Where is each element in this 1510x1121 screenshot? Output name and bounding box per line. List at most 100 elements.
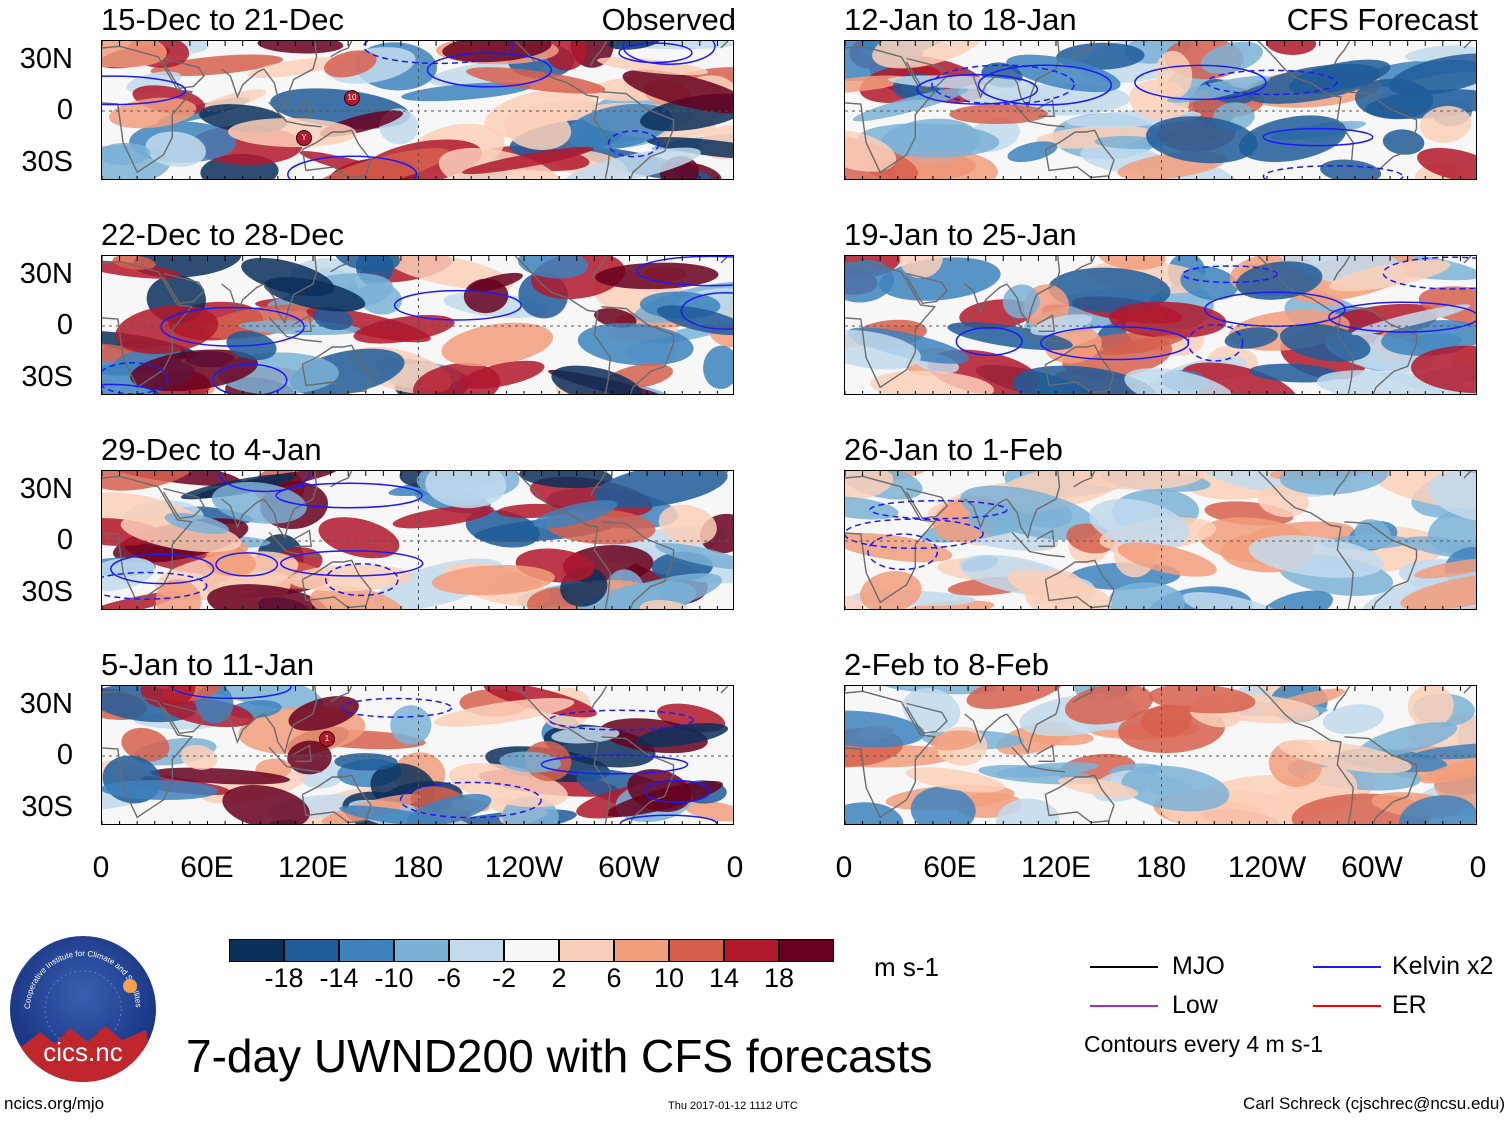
logo-text: cics.nc — [43, 1037, 123, 1067]
wind-anomaly-blob — [102, 471, 198, 491]
y-tick-30n: 30N — [19, 473, 73, 505]
y-tick-30s: 30S — [21, 791, 73, 823]
colorbar-label: -18 — [264, 963, 304, 993]
coastline — [905, 272, 948, 305]
coastline — [601, 736, 675, 824]
coastline — [330, 41, 353, 58]
cics-logo: Cooperative Institute for Climate and Sa… — [10, 936, 156, 1082]
wind-anomaly-blob — [425, 471, 507, 509]
coastline — [1333, 41, 1351, 66]
coastline — [905, 487, 948, 520]
kelvin-contour — [102, 383, 159, 394]
colorbar-label: 2 — [551, 963, 567, 993]
colorbar-label: -14 — [319, 963, 359, 993]
legend-line-kelvin — [1313, 966, 1381, 968]
wind-anomaly-blob — [1238, 115, 1347, 163]
panel-title-fc-3: 26-Jan to 1-Feb — [844, 432, 1063, 467]
storm-marker: 10 — [344, 90, 360, 106]
wind-anomaly-blob — [1400, 573, 1476, 609]
wind-anomaly-blob — [263, 277, 366, 312]
wind-anomaly-blob — [140, 686, 196, 709]
wind-anomaly-blob — [257, 41, 344, 54]
wind-anomaly-blob — [1329, 259, 1451, 292]
wind-anomaly-blob — [150, 54, 284, 77]
wind-anomaly-blob — [968, 502, 1024, 535]
wind-anomaly-blob — [1418, 286, 1476, 328]
wind-anomaly-blob — [594, 308, 637, 328]
coastline — [601, 521, 675, 609]
wind-anomaly-blob — [845, 75, 909, 94]
wind-anomaly-blob — [102, 142, 151, 166]
map-panel-obs-2 — [101, 255, 734, 395]
wind-anomaly-blob — [1351, 304, 1471, 336]
coastline — [590, 471, 608, 496]
kelvin-contour — [279, 550, 424, 577]
kelvin-contour — [1134, 64, 1267, 101]
coastline — [1011, 101, 1065, 128]
kelvin-contour — [1181, 265, 1278, 284]
kelvin-contour — [635, 256, 733, 287]
wind-anomaly-blob — [905, 767, 1005, 793]
panel-title-obs-4: 5-Jan to 11-Jan — [101, 647, 315, 682]
coastline — [601, 306, 675, 394]
y-tick-30s: 30S — [21, 361, 73, 393]
wind-anomaly-blob — [899, 256, 943, 279]
contours-note: Contours every 4 m s-1 — [1084, 1031, 1324, 1057]
coastline — [268, 531, 322, 558]
x-tick: 120W — [484, 851, 564, 884]
wind-anomaly-blob — [656, 305, 733, 336]
coastline — [1073, 256, 1096, 273]
wind-anomaly-blob — [465, 510, 540, 548]
colorbar-label: 10 — [653, 963, 685, 993]
colorbar-swatch — [669, 939, 724, 962]
coastline — [1463, 256, 1472, 264]
coastline — [1006, 256, 1061, 325]
kelvin-contour — [426, 52, 553, 88]
site-url[interactable]: ncics.org/mjo — [4, 1094, 105, 1113]
coastline — [1006, 471, 1061, 540]
legend-line-low — [1090, 1005, 1158, 1007]
y-tick-30n: 30N — [19, 258, 73, 290]
colorbar-swatch — [724, 939, 779, 962]
y-tick-0: 0 — [56, 739, 73, 771]
legend-line-er — [1313, 1005, 1381, 1007]
wind-anomaly-blob — [433, 698, 575, 727]
coastline — [102, 475, 194, 604]
coastline — [720, 41, 729, 49]
wind-anomaly-blob — [468, 272, 523, 292]
coastline — [1257, 41, 1354, 179]
map-panel-fc-3 — [844, 470, 1477, 610]
wind-anomaly-blob — [1030, 314, 1093, 336]
wind-anomaly-blob — [390, 705, 432, 745]
x-tick: 120E — [277, 851, 349, 884]
wind-anomaly-blob — [635, 723, 729, 747]
wind-anomaly-blob — [1117, 542, 1217, 577]
wind-anomaly-blob — [887, 75, 1034, 89]
observed-label: Observed — [601, 2, 736, 37]
colorbar-swatch — [504, 939, 559, 962]
coastline — [268, 746, 322, 773]
wind-anomaly-blob — [334, 256, 400, 272]
wind-anomaly-blob — [1155, 50, 1193, 98]
coastline — [1036, 314, 1055, 333]
wind-anomaly-blob — [859, 571, 922, 609]
wind-anomaly-blob — [929, 730, 980, 751]
coastline — [1044, 774, 1115, 824]
coastline — [845, 475, 937, 604]
wind-anomaly-blob — [1248, 363, 1341, 383]
wind-anomaly-blob — [1145, 116, 1258, 164]
wind-anomaly-blob — [309, 585, 405, 609]
wind-anomaly-blob — [1322, 704, 1384, 735]
colorbar-label: -10 — [374, 963, 414, 993]
wind-anomaly-blob — [870, 370, 995, 394]
coastline — [514, 41, 611, 179]
coastline — [1257, 256, 1354, 394]
kelvin-contour — [218, 471, 311, 493]
coastline — [268, 316, 322, 343]
kelvin-contour — [618, 42, 693, 64]
x-tick: 60E — [923, 851, 977, 884]
coastline — [590, 256, 608, 281]
coastline — [590, 41, 608, 66]
author-credit: Carl Schreck (cjschrec@ncsu.edu) — [1243, 1094, 1505, 1113]
kelvin-contour — [977, 64, 1113, 106]
